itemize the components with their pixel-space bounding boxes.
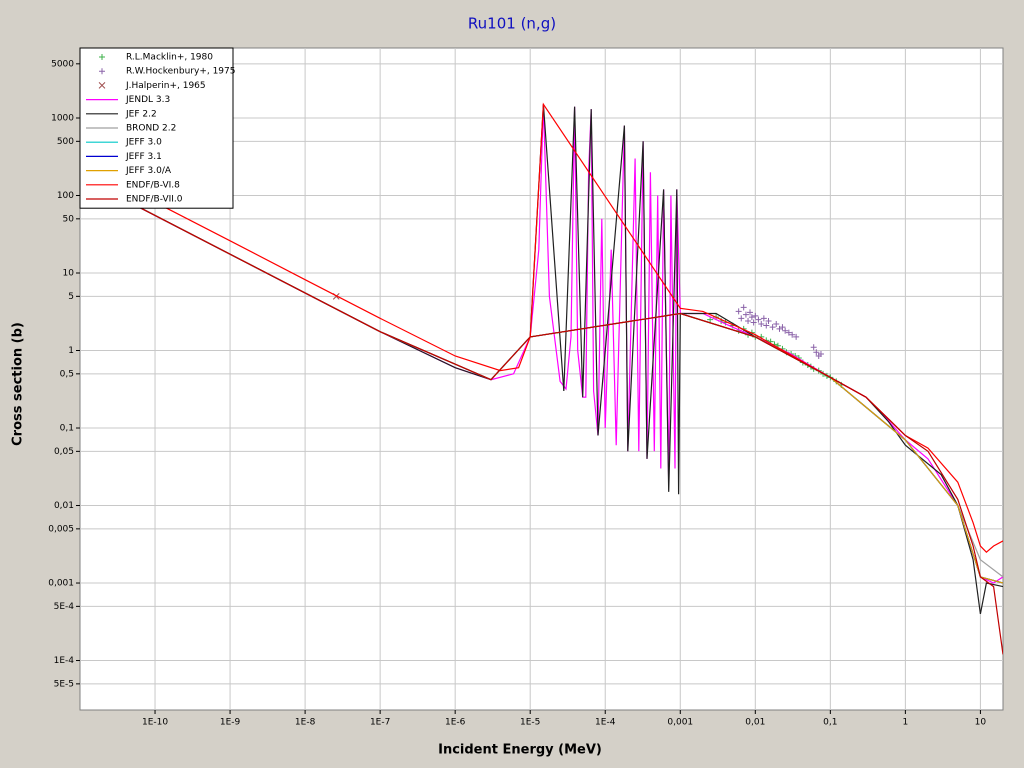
data-point (760, 315, 767, 322)
x-tick-label: 1E-8 (295, 718, 316, 728)
data-point (750, 319, 757, 326)
y-tick-label: 50 (63, 214, 75, 224)
y-tick-label: 0,1 (60, 424, 74, 434)
legend-label: ENDF/B-VII.0 (126, 195, 183, 205)
y-tick-label: 1000 (51, 113, 74, 123)
data-point (785, 329, 792, 336)
series-line (80, 176, 1003, 655)
x-tick-label: 1E-5 (520, 718, 540, 728)
y-tick-label: 0,5 (60, 369, 74, 379)
data-point (735, 308, 742, 315)
data-point (738, 315, 745, 322)
y-tick-label: 1E-4 (54, 656, 75, 666)
legend-label: JEFF 3.0 (125, 138, 162, 148)
x-tick-label: 1E-9 (220, 718, 241, 728)
data-point (747, 309, 754, 316)
legend-swatch (99, 68, 105, 75)
data-point (748, 314, 755, 321)
x-tick-label: 0,001 (667, 718, 693, 728)
data-point (779, 324, 786, 331)
data-point (745, 318, 752, 325)
y-tick-label: 10 (63, 269, 75, 279)
legend-label: JEFF 3.1 (125, 152, 162, 162)
x-tick-label: 0,1 (823, 718, 837, 728)
x-tick-label: 1E-7 (370, 718, 390, 728)
x-tick-label: 10 (975, 718, 987, 728)
chart-title: Ru101 (n,g) (468, 15, 556, 33)
y-tick-label: 5E-5 (54, 679, 74, 689)
y-tick-label: 0,001 (48, 579, 74, 589)
y-tick-label: 5000 (51, 59, 74, 69)
data-point (810, 344, 817, 351)
data-point (769, 324, 776, 331)
data-point (763, 322, 770, 329)
y-tick-label: 5 (68, 292, 74, 302)
y-tick-label: 0,01 (54, 501, 74, 511)
data-point (752, 312, 759, 319)
plot-marks (80, 102, 1003, 655)
data-point (773, 320, 780, 327)
data-point (742, 311, 749, 318)
legend-label: JENDL 3.3 (125, 95, 170, 105)
grid: 1E-10 1E-9 1E-8 1E-7 1E-6 1E-5 1E-4 0,001 0,01 0,… (48, 48, 1003, 728)
data-point (740, 304, 747, 311)
x-tick-label: 0,01 (745, 718, 765, 728)
legend-label: JEF 2.2 (125, 109, 157, 119)
data-point (817, 351, 824, 358)
legend-label: J.Halperin+, 1965 (125, 81, 206, 91)
data-point (707, 316, 714, 323)
legend: R.L.Macklin+, 1980 R.W.Hockenbury+, 1975 J… (79, 47, 236, 209)
legend-swatch (99, 54, 105, 60)
y-axis-label: Cross section (b) (11, 322, 26, 446)
y-tick-label: 5E-4 (54, 602, 75, 612)
y-tick-label: 500 (57, 137, 74, 147)
legend-label: R.W.Hockenbury+, 1975 (126, 67, 236, 77)
data-point (793, 333, 800, 340)
data-point (782, 327, 789, 334)
series-line (80, 102, 1003, 554)
data-point (755, 316, 762, 323)
x-tick-label: 1E-6 (445, 718, 466, 728)
legend-box (79, 47, 234, 209)
data-point (789, 331, 796, 338)
x-tick-label: 1E-4 (595, 718, 616, 728)
x-tick-label: 1 (903, 718, 909, 728)
y-tick-label: 1 (68, 346, 74, 356)
data-point (765, 318, 772, 325)
legend-swatch (98, 82, 106, 89)
y-tick-label: 100 (57, 191, 74, 201)
x-tick-label: 1E-10 (142, 718, 168, 728)
y-tick-label: 0,05 (54, 447, 74, 457)
data-point (758, 320, 765, 327)
x-axis-label: Incident Energy (MeV) (438, 743, 602, 758)
legend-label: BROND 2.2 (126, 124, 176, 134)
legend-label: JEFF 3.0/A (125, 166, 172, 176)
y-tick-label: 0,005 (48, 524, 74, 534)
legend-label: ENDF/B-VI.8 (126, 180, 180, 190)
legend-label: R.L.Macklin+, 1980 (126, 53, 213, 63)
data-point (813, 349, 820, 356)
